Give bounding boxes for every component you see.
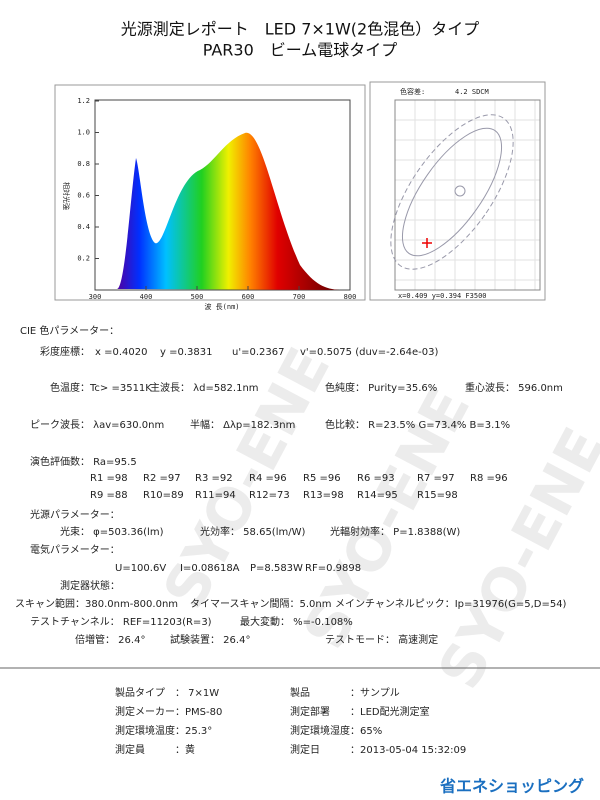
info-label: 製品 — [290, 686, 310, 699]
parameter: R12=73 — [249, 490, 290, 501]
y-tick-label: 0.8 — [77, 160, 90, 168]
info-label: 測定環境温度 — [115, 724, 175, 737]
parameter: 色温度：Tc> =3511K — [50, 381, 152, 394]
parameter: R10=89 — [143, 490, 184, 501]
y-tick-label: 1.0 — [77, 129, 90, 137]
parameter: R13=98 — [303, 490, 344, 501]
y-tick-label: 0.4 — [77, 223, 90, 231]
parameter: テストモード： 高速測定 — [325, 633, 438, 646]
cie-coords: x=0.409 y=0.394 F3500 — [398, 292, 487, 300]
x-tick-label: 700 — [293, 293, 306, 301]
parameter: 倍増管： 26.4° — [75, 633, 145, 646]
parameter: y =0.3831 — [160, 347, 212, 358]
x-tick-label: 400 — [140, 293, 153, 301]
y-tick-label: 0.2 — [77, 255, 90, 263]
parameter: 彩度座標： — [40, 345, 90, 358]
x-tick-label: 500 — [191, 293, 204, 301]
parameter: R5 =96 — [303, 473, 341, 484]
info-value: ：2013-05-04 15:32:09 — [350, 745, 466, 756]
parameter: v'=0.5075 (duv=-2.64e-03) — [300, 347, 438, 358]
info-label: 測定メーカー — [115, 705, 175, 718]
parameter: I=0.08618A — [180, 563, 240, 574]
y-axis-label: 相対光強 — [62, 182, 71, 210]
cie-axes — [394, 99, 541, 291]
info-label: 製品タイプ — [115, 686, 165, 699]
parameter: R3 =92 — [195, 473, 233, 484]
parameter: R1 =98 — [90, 473, 128, 484]
parameter: RF=0.9898 — [305, 563, 361, 574]
parameter: 光効率： 58.65(lm/W) — [200, 525, 305, 538]
parameter: 光輻射効率： P=1.8388(W) — [330, 525, 460, 538]
parameter: R11=94 — [195, 490, 236, 501]
tolerance-ellipse — [401, 127, 503, 257]
footer-logo: 省エネショッピング — [439, 777, 584, 796]
info-value: ：65% — [350, 726, 382, 737]
target-point — [454, 185, 466, 197]
info-value: ：LED配光測定室 — [350, 705, 430, 718]
cie-grid — [395, 100, 540, 290]
info-label: 測定日 — [290, 743, 320, 756]
parameter: R15=98 — [417, 490, 458, 501]
y-tick-label: 1.2 — [77, 97, 90, 105]
tolerance-value: 4.2 SDCM — [455, 88, 489, 96]
parameter: 測定器状態： — [60, 579, 120, 592]
info-label: 測定部署 — [290, 705, 330, 718]
parameter: 試験装置： 26.4° — [170, 633, 250, 646]
parameter: 色比較： R=23.5% G=73.4% B=3.1% — [325, 418, 510, 431]
parameter: R14=95 — [357, 490, 398, 501]
parameter: メインチャンネルピック：Ip=31976(G=5,D=54) — [335, 598, 567, 610]
parameter: u'=0.2367 — [232, 347, 284, 358]
x-axis-label: 波 長(nm) — [204, 302, 239, 311]
parameter: 最大変動： %=-0.108% — [240, 615, 353, 628]
parameter: 主波長： λd=582.1nm — [150, 381, 259, 394]
parameter: 電気パラメーター： — [30, 543, 120, 556]
parameter: x =0.4020 — [95, 347, 147, 358]
parameter: ピーク波長： λav=630.0nm — [30, 418, 164, 431]
info-label: 測定員 — [115, 743, 145, 756]
measured-point — [422, 238, 432, 248]
title: PAR30 ビーム電球タイプ — [203, 41, 398, 60]
parameter: 重心波長： 596.0nm — [465, 381, 563, 394]
parameter: 半幅： Δλp=182.3nm — [190, 418, 295, 431]
parameter: CIE 色パラメーター： — [20, 324, 119, 337]
info-value: ：25.3° — [175, 726, 212, 737]
x-tick-label: 300 — [89, 293, 102, 301]
spectrum-curve — [117, 132, 340, 290]
parameter: タイマースキャン間隔：5.0nm — [190, 598, 331, 610]
info-label: 測定環境湿度 — [290, 724, 350, 737]
parameter: 演色評価数： Ra=95.5 — [30, 455, 137, 468]
parameter: R2 =97 — [143, 473, 181, 484]
x-tick-label: 600 — [242, 293, 255, 301]
parameter: P=8.583W — [250, 563, 303, 574]
parameter: R8 =96 — [470, 473, 508, 484]
parameter: R9 =88 — [90, 490, 128, 501]
info-value: ：黄 — [175, 743, 195, 756]
info-value: ：サンプル — [350, 687, 400, 699]
y-tick-label: 0.6 — [77, 192, 90, 200]
parameter: R4 =96 — [249, 473, 287, 484]
info-value: ： 7×1W — [175, 688, 219, 699]
x-tick-label: 800 — [344, 293, 357, 301]
title: 光源測定レポート LED 7×1W(2色混色）タイプ — [121, 20, 479, 39]
cie-frame — [369, 81, 546, 301]
parameter: スキャン範囲：380.0nm-800.0nm — [15, 597, 178, 610]
parameter: 光源パラメーター： — [30, 508, 120, 521]
parameter: R7 =97 — [417, 473, 455, 484]
parameter: テストチャンネル： REF=11203(R=3) — [30, 616, 212, 628]
parameter: R6 =93 — [357, 473, 395, 484]
parameter: 色純度： Purity=35.6% — [325, 381, 437, 394]
parameter: U=100.6V — [115, 563, 166, 574]
tolerance-label: 色容差: — [400, 87, 425, 96]
parameter: 光束： φ=503.36(lm) — [60, 525, 164, 538]
info-value: ：PMS-80 — [175, 707, 222, 718]
tolerance-ellipse-outer — [390, 114, 514, 270]
